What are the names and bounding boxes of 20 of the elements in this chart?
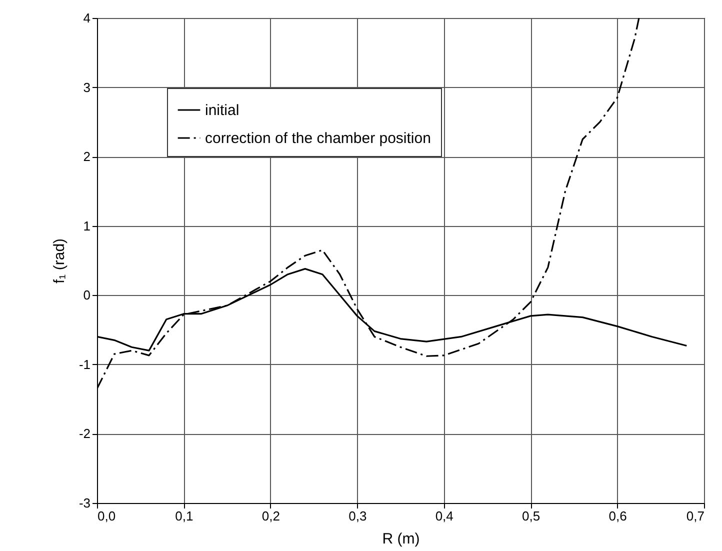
- y-tick-label: -1: [78, 356, 90, 372]
- y-tick-label: 0: [83, 288, 90, 303]
- x-axis-title: R (m): [382, 530, 420, 548]
- y-tick-label: 1: [83, 218, 90, 234]
- y-tick-label: 3: [83, 80, 90, 95]
- y-axis-title: f₁ (rad): [50, 238, 68, 284]
- x-tick-label: 0,6: [608, 508, 627, 524]
- y-tick-label: 4: [83, 10, 90, 26]
- legend-label: initial: [205, 102, 240, 119]
- x-tick-label: 0,0: [98, 508, 116, 524]
- legend-label: correction of the chamber position: [205, 130, 431, 147]
- y-tick-label: -3: [78, 496, 90, 510]
- x-tick-label: 0,5: [522, 508, 540, 524]
- x-tick-label: 0,4: [435, 508, 454, 524]
- y-tick-label: -2: [78, 426, 90, 442]
- y-tick-label: 2: [83, 149, 90, 164]
- x-tick-label: 0,7: [686, 508, 704, 524]
- x-tick-label: 0,3: [348, 508, 367, 524]
- x-tick-label: 0,2: [262, 508, 280, 524]
- x-tick-label: 0,1: [175, 508, 194, 524]
